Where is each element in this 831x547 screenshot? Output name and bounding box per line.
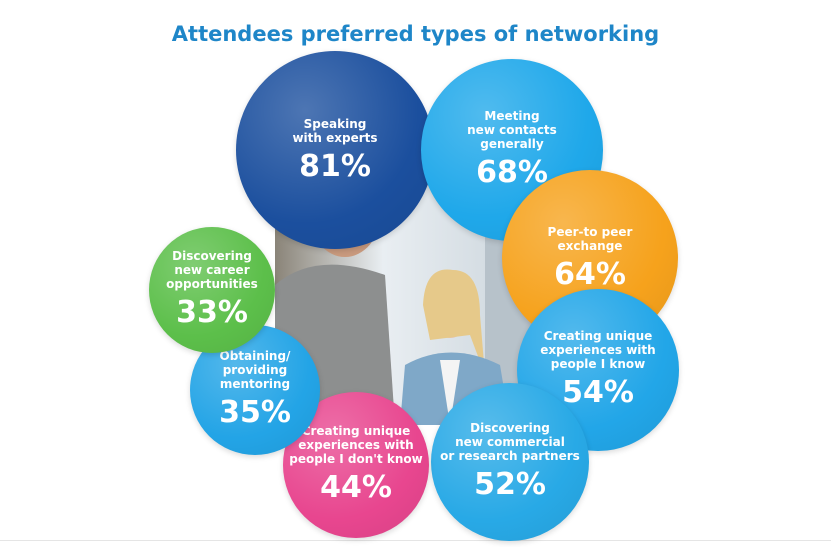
divider bbox=[0, 540, 831, 541]
value-label: 64% bbox=[554, 256, 626, 292]
bubble-label: Peer-to peer exchange bbox=[547, 224, 633, 253]
bubble: Discovering new career opportunities 33% bbox=[148, 226, 276, 354]
bubble-label: Obtaining/ providing mentoring bbox=[219, 349, 291, 392]
bubble-text: Creating unique experiences with people … bbox=[283, 392, 429, 538]
bubble-text: Discovering new career opportunities 33% bbox=[149, 227, 275, 353]
bubble-text: Discovering new commercial or research p… bbox=[431, 383, 590, 542]
bubble: Speaking with experts 81% bbox=[236, 51, 434, 249]
bubble-label: Discovering new career opportunities bbox=[166, 249, 258, 292]
bubble-text: Speaking with experts 81% bbox=[236, 51, 434, 249]
value-label: 68% bbox=[476, 155, 548, 191]
bubble-text: Creating unique experiences with people … bbox=[517, 289, 679, 451]
bubble-text: Peer-to peer exchange 64% bbox=[502, 170, 678, 346]
bubble-label: Discovering new commercial or research p… bbox=[440, 421, 580, 464]
value-label: 81% bbox=[299, 148, 371, 184]
bubble-label: Meeting new contacts generally bbox=[467, 109, 557, 152]
bubble-label: Speaking with experts bbox=[292, 116, 378, 145]
chart-title: Attendees preferred types of networking bbox=[171, 22, 660, 46]
bubble: Creating unique experiences with people … bbox=[517, 289, 679, 451]
bubble: Discovering new commercial or research p… bbox=[430, 382, 590, 542]
value-label: 33% bbox=[176, 295, 248, 331]
bubble-label: Creating unique experiences with people … bbox=[289, 424, 423, 467]
bubble-label: Creating unique experiences with people … bbox=[540, 329, 656, 372]
bubble-text: Meeting new contacts generally 68% bbox=[421, 59, 602, 240]
value-label: 44% bbox=[320, 470, 392, 506]
bubble-text: Obtaining/ providing mentoring 35% bbox=[190, 325, 320, 455]
value-label: 52% bbox=[474, 467, 546, 503]
value-label: 54% bbox=[562, 375, 634, 411]
value-label: 35% bbox=[219, 395, 291, 431]
